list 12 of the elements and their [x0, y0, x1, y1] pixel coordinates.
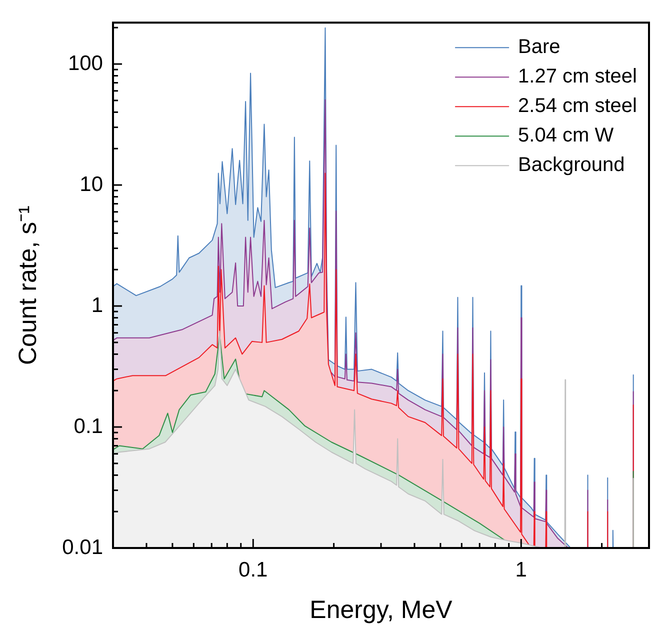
- y-tick-label: 0.01: [62, 536, 103, 559]
- legend-label: Bare: [518, 36, 560, 58]
- legend-label: 2.54 cm steel: [518, 95, 638, 118]
- legend-label: Background: [518, 154, 625, 176]
- y-tick-label: 10: [80, 172, 103, 196]
- legend-label: 5.04 cm W: [518, 124, 614, 147]
- y-tick-label: 1: [91, 294, 103, 317]
- y-axis-title: Count rate, s⁻¹: [14, 206, 42, 366]
- y-tick-label: 100: [68, 52, 103, 75]
- y-tick-label: 0.1: [74, 414, 103, 438]
- x-axis-title: Energy, MeV: [310, 596, 453, 624]
- legend-label: 1.27 cm steel: [518, 66, 638, 88]
